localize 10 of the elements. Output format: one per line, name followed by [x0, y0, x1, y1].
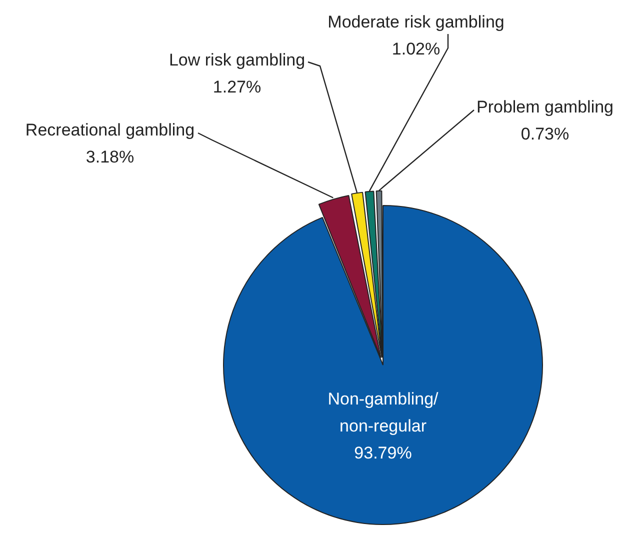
slice-label: Problem gambling: [476, 98, 614, 117]
data-label: 0.73%: [520, 124, 570, 144]
slice-label: Non-gambling/non-regular: [328, 390, 439, 436]
data-label: 93.79%: [354, 444, 412, 463]
data-label: 1.02%: [392, 40, 440, 59]
data-label: 3.18%: [86, 148, 134, 167]
slice-label: Recreational gambling: [25, 120, 195, 140]
slice-label: Low risk gambling: [168, 50, 306, 70]
slice-label: Moderate risk gambling: [328, 12, 504, 32]
data-label: 1.27%: [212, 78, 262, 97]
